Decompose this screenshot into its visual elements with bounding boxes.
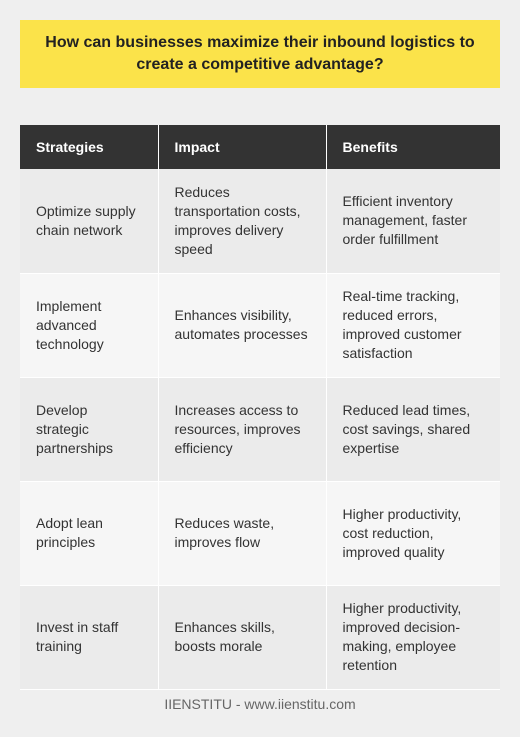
strategy-cell: Develop strategic partnerships: [20, 377, 159, 482]
footer-credit: IIENSTITU - www.iienstitu.com: [164, 696, 356, 712]
impact-cell: Reduces waste, improves flow: [158, 481, 327, 586]
impact-cell: Enhances skills, boosts morale: [158, 585, 327, 690]
strategy-cell: Implement advanced technology: [20, 273, 159, 378]
header-impact: Impact: [158, 125, 327, 169]
page-title: How can businesses maximize their inboun…: [45, 34, 475, 73]
impact-cell: Reduces transportation costs, improves d…: [158, 169, 327, 274]
benefits-cell: Reduced lead times, cost savings, shared…: [326, 377, 500, 482]
table-header-row: Strategies Impact Benefits: [20, 125, 500, 169]
benefits-cell: Efficient inventory management, faster o…: [326, 169, 500, 274]
impact-cell: Enhances visibility, automates processes: [158, 273, 327, 378]
table-row: Adopt lean principles Reduces waste, imp…: [20, 481, 500, 586]
impact-cell: Increases access to resources, improves …: [158, 377, 327, 482]
benefits-cell: Higher productivity, improved decision-m…: [326, 585, 500, 690]
strategy-cell: Adopt lean principles: [20, 481, 159, 586]
table-row: Invest in staff training Enhances skills…: [20, 585, 500, 690]
benefits-cell: Higher productivity, cost reduction, imp…: [326, 481, 500, 586]
header-benefits: Benefits: [326, 125, 500, 169]
strategy-cell: Optimize supply chain network: [20, 169, 159, 274]
header-strategies: Strategies: [20, 125, 159, 169]
table-row: Develop strategic partnerships Increases…: [20, 377, 500, 482]
benefits-cell: Real-time tracking, reduced errors, impr…: [326, 273, 500, 378]
strategies-table: Strategies Impact Benefits Optimize supp…: [20, 125, 500, 690]
strategy-cell: Invest in staff training: [20, 585, 159, 690]
title-banner: How can businesses maximize their inboun…: [20, 20, 500, 88]
table-row: Implement advanced technology Enhances v…: [20, 273, 500, 378]
table-row: Optimize supply chain network Reduces tr…: [20, 169, 500, 274]
